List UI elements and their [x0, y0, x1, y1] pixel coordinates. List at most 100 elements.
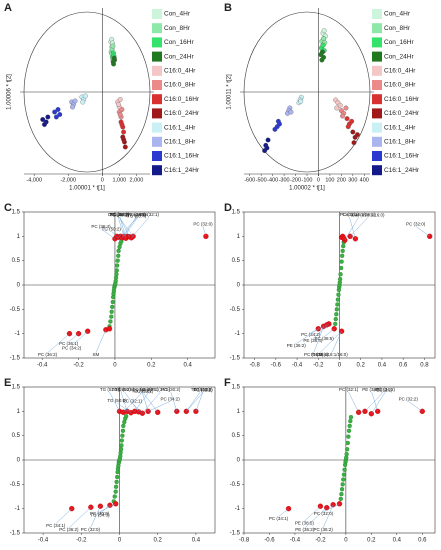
score-point	[349, 118, 355, 124]
annotation: PC (34:1)	[46, 523, 66, 528]
leader-line	[324, 328, 335, 337]
annotation: SM (d18:1/16:0)	[315, 352, 348, 357]
annotation: PC (30:2)	[161, 387, 181, 392]
legend-label: Con_8Hr	[164, 25, 191, 32]
legend-swatch	[372, 165, 382, 176]
annotation: PC (36:2)	[38, 352, 58, 357]
annotation: TG (50:3)	[191, 387, 211, 392]
y-tick-label: -1	[235, 506, 241, 512]
legend-swatch	[152, 80, 162, 90]
x-tick-label: 0.4	[184, 363, 193, 369]
score-point	[343, 105, 349, 111]
leader-line	[195, 391, 204, 412]
legend-label: C16:0_16Hr	[384, 96, 420, 103]
y-tick-label: 0	[17, 458, 21, 464]
x-tick-label: 0.2	[147, 363, 156, 369]
legend-label: Con_8Hr	[384, 25, 411, 32]
y-tick-label: 1.5	[232, 385, 241, 391]
score-point	[57, 112, 63, 117]
annotation: PC (30:0)	[90, 511, 110, 516]
leader-line	[186, 392, 204, 412]
legend-swatch	[152, 51, 162, 62]
leader-line	[344, 216, 359, 241]
loading-point	[344, 452, 349, 457]
loading-point	[116, 253, 121, 258]
x-tick-label: 0.2	[154, 538, 163, 544]
leader-line	[304, 507, 327, 529]
annotation: Fragment	[128, 212, 148, 217]
annotation: PC (34:2)	[62, 345, 82, 350]
leader-line	[310, 324, 327, 334]
loading-point	[334, 307, 339, 312]
annotation: PC (36:5)	[315, 336, 335, 341]
x-tick-label: -400	[267, 177, 278, 183]
legend-swatch	[372, 151, 382, 161]
score-point	[265, 137, 271, 143]
y-tick-label: 0.5	[12, 258, 21, 264]
x-tick-label: 0.6	[399, 363, 408, 369]
leader-line	[71, 331, 88, 347]
panel: F -0.8 -0.6 -0.4 -0.2 0 0.2 0.4 0.6 -1.5 -1 -0.5 0 0.…	[224, 377, 436, 544]
annotation: PE (38:4)	[303, 338, 323, 343]
legend-label: C16:1_16Hr	[384, 153, 420, 160]
legend-label: C16:0_8Hr	[164, 82, 196, 89]
legend-swatch	[372, 136, 382, 147]
score-point	[344, 116, 350, 122]
score-point	[111, 61, 117, 67]
x-tick-label: -0.4	[38, 538, 49, 544]
x-tick-label: 100	[325, 177, 334, 183]
score-point	[122, 144, 128, 150]
x-tick-label: -0.4	[290, 538, 301, 544]
annotation: TG (50:1)	[110, 212, 130, 217]
leader-line	[119, 216, 127, 239]
annotation: PC (36:4)	[91, 224, 111, 229]
score-point	[45, 114, 51, 120]
y-tick-label: -1.5	[10, 356, 21, 362]
loading-point	[120, 428, 126, 433]
annotation: TG (48:2)	[133, 387, 153, 392]
score-point	[350, 129, 356, 135]
score-point	[80, 99, 86, 105]
loading-point	[334, 312, 339, 317]
legend-label: C16:1_4Hr	[164, 124, 196, 131]
legend-label: C16:0_24Hr	[164, 110, 200, 117]
score-point	[288, 109, 294, 115]
annotation: PI (38:4)	[311, 352, 329, 357]
panel: E -0.4 -0.2 0 0.2 0.4 -1.5 -1 -0.5 0 0.5 1 1.5 TG (50…	[4, 377, 216, 544]
score-point	[320, 42, 326, 48]
legend-swatch	[152, 94, 162, 105]
loading-point	[348, 415, 354, 420]
y-tick-label: 0	[237, 283, 241, 289]
annotation: PC (32:1)	[339, 387, 359, 392]
leader-line	[186, 391, 201, 412]
legend-swatch	[152, 9, 162, 19]
leader-line	[296, 328, 319, 344]
leader-line	[142, 391, 161, 414]
x-tick-label: 0.4	[393, 538, 402, 544]
annotation: PC (34:1)	[269, 516, 289, 521]
legend-swatch	[372, 9, 382, 19]
score-point	[121, 129, 127, 135]
loading-point	[114, 272, 119, 277]
legend-label: Con_4Hr	[164, 11, 191, 18]
annotation: TG (46:2)	[112, 387, 132, 392]
panel: C -0.4 -0.2 0 0.2 0.4 -1.5 -1 -0.5 0 0.5 1 1.5 PC (36…	[4, 202, 216, 369]
loading-point	[109, 314, 114, 319]
score-point	[55, 107, 61, 112]
annotation: TG (50:2)	[102, 226, 122, 231]
loading-point	[342, 467, 347, 472]
score-point	[319, 57, 325, 63]
annotation: TG (50:2)	[139, 387, 159, 392]
loading-point	[341, 235, 347, 241]
score-point	[298, 98, 304, 104]
y-tick-label: 0	[17, 283, 21, 289]
y-tick-label: 0.5	[232, 258, 241, 264]
annotation: PC (34:2)	[301, 332, 321, 337]
loading-point	[109, 309, 114, 314]
legend-swatch	[152, 65, 162, 76]
loading-point	[120, 433, 125, 438]
leader-line	[415, 226, 430, 237]
loading-point	[333, 321, 338, 327]
loading-point	[115, 258, 120, 263]
score-point	[277, 121, 282, 127]
